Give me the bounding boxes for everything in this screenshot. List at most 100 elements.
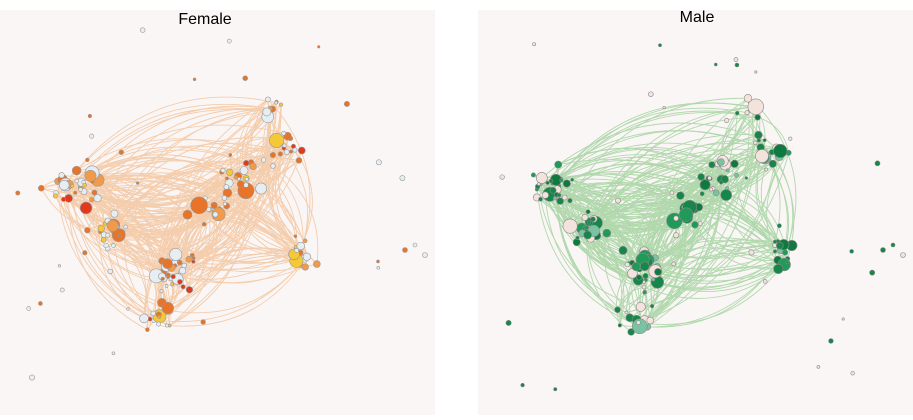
node [586,210,590,214]
node [192,257,195,260]
node [165,284,168,287]
node [618,324,621,327]
node [183,210,192,219]
node [788,137,792,141]
node [59,172,64,177]
node [265,97,270,102]
node [735,111,739,115]
node [278,152,282,156]
node [225,177,228,180]
node [829,339,834,344]
node [80,202,92,214]
node [111,210,118,217]
node [224,184,229,189]
node [558,193,561,196]
node [615,198,620,203]
node [734,173,738,177]
node [655,268,662,275]
node [506,320,511,325]
node [670,191,674,195]
node [317,46,319,48]
node [625,311,628,314]
node [587,221,590,224]
node [719,181,723,185]
node [72,166,81,175]
node [400,175,405,180]
node [713,190,719,196]
node [192,260,195,263]
node [550,187,556,193]
node [777,224,781,228]
node [377,266,380,269]
node [673,233,678,238]
node [136,182,139,185]
node [243,76,248,81]
node [244,183,249,188]
node [271,164,276,169]
node [165,324,168,327]
node [344,101,349,106]
node [726,187,729,190]
node [270,152,275,157]
node [163,259,173,269]
node [755,149,768,162]
node [303,253,311,261]
node [313,261,320,268]
node [710,188,713,191]
node [234,176,238,180]
node [377,260,380,263]
node [571,178,574,181]
node [16,191,20,195]
node [744,94,752,102]
node [158,315,161,318]
node [101,237,106,242]
node [145,328,149,332]
node [88,114,91,117]
node [573,239,580,246]
node [875,161,880,166]
node [29,375,34,380]
node [500,175,505,180]
node [698,222,702,226]
node [881,248,886,253]
node [786,261,789,264]
node [842,318,844,320]
node [568,198,572,202]
node [112,352,115,355]
node [227,39,231,43]
node [677,192,685,200]
node [119,150,124,155]
node [61,197,65,201]
node [53,194,57,198]
node [674,216,679,221]
node [269,133,283,147]
node [85,170,96,181]
node [85,227,91,233]
node [261,158,266,163]
node [423,253,428,258]
node [636,275,641,280]
node [850,249,854,253]
node [124,225,128,229]
node [74,191,77,194]
node [27,307,31,311]
node [111,244,115,248]
node [85,158,89,162]
node [107,220,118,231]
node [542,192,549,199]
node [179,267,186,274]
node [263,108,271,116]
node [718,159,725,166]
node [603,229,611,237]
node [193,78,196,81]
node [296,158,302,164]
node [226,169,233,176]
node [202,222,206,226]
panel-title: Male [680,9,715,26]
node [901,253,906,258]
node [560,179,563,182]
panel-title: Female [178,11,231,28]
node [563,180,570,187]
node [223,202,226,205]
node [181,285,185,289]
